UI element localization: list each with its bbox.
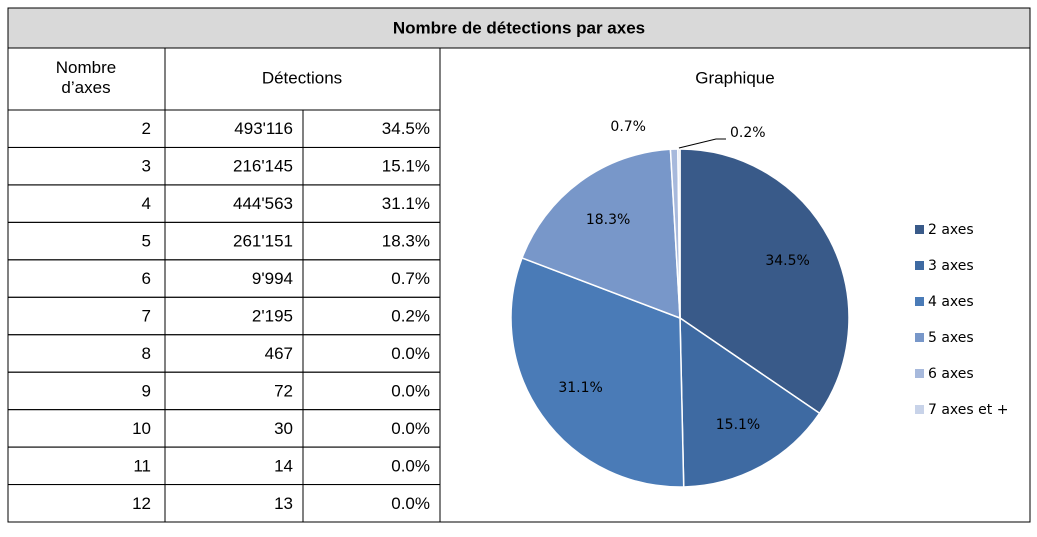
cell-text: 4 [142, 194, 151, 213]
legend-label: 5 axes [928, 330, 974, 346]
data-label: 18.3% [586, 212, 630, 228]
cell-text: 261'151 [233, 232, 293, 251]
cell-text: 0.0% [391, 494, 430, 513]
cell-text: 34.5% [382, 119, 430, 138]
header-axes-line: Nombre [56, 58, 116, 77]
cell-text: 0.0% [391, 381, 430, 400]
cell-text: 10 [132, 419, 151, 438]
cell-text: 14 [274, 456, 293, 475]
legend-label: 6 axes [928, 366, 974, 382]
cell-text: 0.0% [391, 419, 430, 438]
cell-text: 467 [265, 344, 293, 363]
cell-text: 7 [142, 306, 151, 325]
leader-line [678, 138, 726, 149]
pie-slice [521, 148, 681, 320]
table-title: Nombre de détections par axes [393, 18, 645, 37]
pie-slice [679, 316, 821, 488]
cell-text: 13 [274, 494, 293, 513]
cell-text: 6 [142, 269, 151, 288]
legend-swatch [915, 333, 924, 342]
pie-slice [677, 148, 681, 319]
legend-swatch [915, 261, 924, 270]
cell-text: 216'145 [233, 157, 293, 176]
legend-label: 2 axes [928, 222, 974, 238]
cell-text: 11 [133, 456, 151, 475]
cell-text: 15.1% [382, 157, 430, 176]
cell-text: 8 [142, 344, 151, 363]
legend-label: 7 axes et + [928, 402, 1008, 418]
cell-text: 9 [142, 381, 151, 400]
cell-text: 0.0% [391, 344, 430, 363]
legend-label: 4 axes [928, 294, 974, 310]
header-graph: Graphique [695, 68, 774, 87]
cell-text: 31.1% [382, 194, 430, 213]
pie-slice [679, 148, 850, 415]
cell-text: 493'116 [234, 119, 293, 138]
legend-swatch [915, 405, 924, 414]
legend-swatch [915, 225, 924, 234]
header-detections: Détections [262, 68, 342, 87]
data-label: 0.7% [610, 119, 646, 135]
pie-slice [510, 256, 685, 488]
data-label: 0.2% [730, 125, 766, 141]
legend-label: 3 axes [928, 258, 974, 274]
cell [302, 484, 441, 523]
title-bar [7, 7, 1031, 49]
cell-text: 9'994 [252, 269, 293, 288]
cell-text: 0.0% [391, 456, 430, 475]
cell-text: 30 [274, 419, 293, 438]
data-label: 15.1% [716, 417, 760, 433]
legend-swatch [915, 297, 924, 306]
cell-text: 18.3% [382, 232, 430, 251]
data-label: 34.5% [765, 253, 809, 269]
cell-text: 0.2% [391, 306, 430, 325]
header-axes: Nombre d’axes [56, 58, 116, 97]
header-axes-line: d’axes [61, 78, 110, 97]
cell-text: 2 [142, 119, 151, 138]
cell-text: 72 [274, 381, 293, 400]
cell-text: 0.7% [391, 269, 430, 288]
cell-text: 444'563 [233, 194, 293, 213]
legend-swatch [915, 369, 924, 378]
cell-text: 3 [142, 157, 151, 176]
data-label: 31.1% [558, 380, 602, 396]
cell-text: 12 [132, 494, 151, 513]
cell-text: 2'195 [252, 306, 293, 325]
cell-text: 5 [142, 232, 151, 251]
